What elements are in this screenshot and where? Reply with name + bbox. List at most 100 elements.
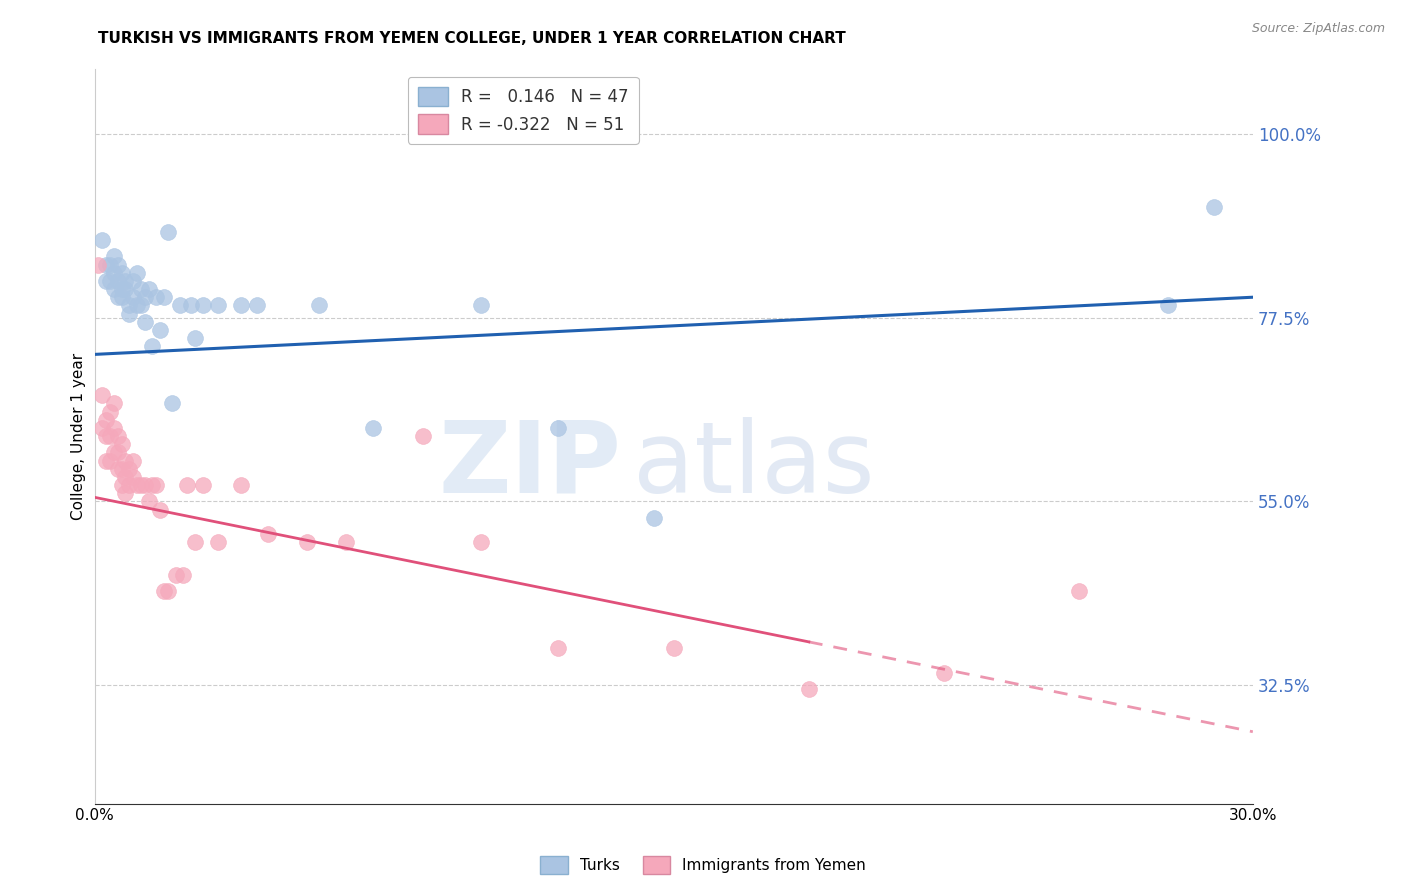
- Point: [96, 429, 118, 443]
- Text: Source: ZipAtlas.com: Source: ZipAtlas.com: [1251, 22, 1385, 36]
- Point: [118, 478, 141, 492]
- Point: [98, 429, 121, 443]
- Point: [98, 453, 121, 467]
- Point: [107, 461, 129, 475]
- Point: [1157, 298, 1180, 312]
- Point: [103, 396, 125, 410]
- Point: [153, 290, 176, 304]
- Legend: R =   0.146   N = 47, R = -0.322   N = 51: R = 0.146 N = 47, R = -0.322 N = 51: [408, 77, 638, 144]
- Point: [160, 396, 183, 410]
- Point: [134, 478, 156, 492]
- Point: [103, 421, 125, 435]
- Point: [246, 298, 269, 312]
- Point: [110, 461, 132, 475]
- Text: TURKISH VS IMMIGRANTS FROM YEMEN COLLEGE, UNDER 1 YEAR CORRELATION CHART: TURKISH VS IMMIGRANTS FROM YEMEN COLLEGE…: [98, 31, 846, 46]
- Point: [231, 478, 253, 492]
- Text: atlas: atlas: [633, 417, 875, 514]
- Point: [191, 298, 214, 312]
- Point: [1204, 200, 1226, 214]
- Point: [207, 298, 229, 312]
- Point: [87, 258, 110, 272]
- Point: [122, 290, 145, 304]
- Point: [107, 274, 129, 288]
- Point: [107, 290, 129, 304]
- Point: [257, 527, 280, 541]
- Point: [134, 290, 156, 304]
- Point: [107, 429, 129, 443]
- Y-axis label: College, Under 1 year: College, Under 1 year: [72, 352, 86, 520]
- Point: [122, 470, 145, 484]
- Point: [470, 298, 492, 312]
- Point: [295, 535, 318, 549]
- Point: [96, 413, 118, 427]
- Point: [110, 282, 132, 296]
- Point: [91, 421, 114, 435]
- Point: [308, 298, 330, 312]
- Point: [122, 274, 145, 288]
- Point: [107, 258, 129, 272]
- Point: [797, 682, 820, 697]
- Point: [103, 249, 125, 263]
- Point: [156, 584, 179, 599]
- Point: [129, 282, 152, 296]
- Point: [118, 461, 141, 475]
- Point: [231, 298, 253, 312]
- Point: [361, 421, 384, 435]
- Point: [141, 339, 163, 353]
- Point: [114, 486, 136, 500]
- Point: [98, 258, 121, 272]
- Point: [145, 290, 167, 304]
- Point: [114, 453, 136, 467]
- Point: [156, 225, 179, 239]
- Point: [932, 665, 955, 680]
- Point: [662, 641, 685, 656]
- Point: [153, 584, 176, 599]
- Point: [129, 298, 152, 312]
- Point: [91, 233, 114, 247]
- Point: [122, 453, 145, 467]
- Point: [125, 298, 148, 312]
- Point: [138, 494, 160, 508]
- Point: [134, 315, 156, 329]
- Point: [103, 445, 125, 459]
- Point: [172, 568, 194, 582]
- Point: [412, 429, 434, 443]
- Point: [149, 502, 172, 516]
- Point: [107, 445, 129, 459]
- Point: [470, 535, 492, 549]
- Point: [118, 307, 141, 321]
- Point: [110, 478, 132, 492]
- Point: [149, 323, 172, 337]
- Point: [103, 282, 125, 296]
- Point: [91, 388, 114, 402]
- Point: [96, 258, 118, 272]
- Point: [335, 535, 357, 549]
- Point: [103, 266, 125, 280]
- Point: [110, 290, 132, 304]
- Point: [138, 282, 160, 296]
- Legend: Turks, Immigrants from Yemen: Turks, Immigrants from Yemen: [534, 850, 872, 880]
- Point: [207, 535, 229, 549]
- Point: [129, 478, 152, 492]
- Point: [118, 298, 141, 312]
- Point: [547, 641, 569, 656]
- Point: [184, 331, 207, 345]
- Point: [165, 568, 187, 582]
- Point: [114, 470, 136, 484]
- Point: [176, 478, 198, 492]
- Point: [191, 478, 214, 492]
- Point: [114, 282, 136, 296]
- Point: [180, 298, 202, 312]
- Point: [125, 266, 148, 280]
- Point: [114, 274, 136, 288]
- Point: [145, 478, 167, 492]
- Point: [98, 274, 121, 288]
- Point: [110, 266, 132, 280]
- Point: [125, 478, 148, 492]
- Point: [96, 274, 118, 288]
- Point: [1067, 584, 1090, 599]
- Point: [169, 298, 191, 312]
- Point: [184, 535, 207, 549]
- Point: [643, 510, 665, 524]
- Point: [96, 453, 118, 467]
